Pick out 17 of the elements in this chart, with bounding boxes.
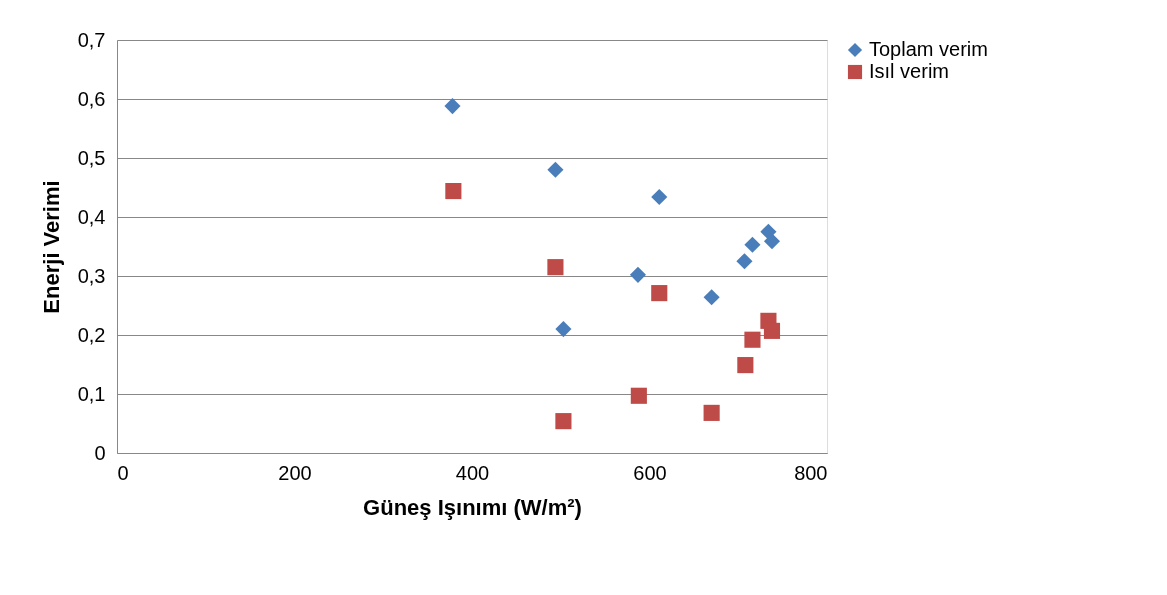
y-axis-title: Enerji Verimi xyxy=(38,180,64,314)
x-tick-label: 0 xyxy=(117,461,129,484)
y-tick-label: 0,7 xyxy=(77,28,106,51)
y-tick-label: 0,6 xyxy=(77,87,106,110)
x-tick-label: 200 xyxy=(278,461,312,484)
y-tick-label: 0,1 xyxy=(77,382,106,405)
legend-label: Toplam verim xyxy=(869,38,988,60)
x-tick-label: 600 xyxy=(633,461,667,484)
y-tick-label: 0,3 xyxy=(77,264,106,287)
y-tick-label: 0 xyxy=(94,441,106,464)
x-axis-title: Güneş Işınımı (W/m²) xyxy=(363,494,582,520)
x-tick-label: 800 xyxy=(794,461,828,484)
x-tick-label: 400 xyxy=(455,461,490,484)
legend-label: Isıl verim xyxy=(869,60,949,82)
y-tick-label: 0,2 xyxy=(77,323,106,346)
y-tick-label: 0,5 xyxy=(77,146,106,169)
y-tick-label: 0,4 xyxy=(77,205,106,228)
